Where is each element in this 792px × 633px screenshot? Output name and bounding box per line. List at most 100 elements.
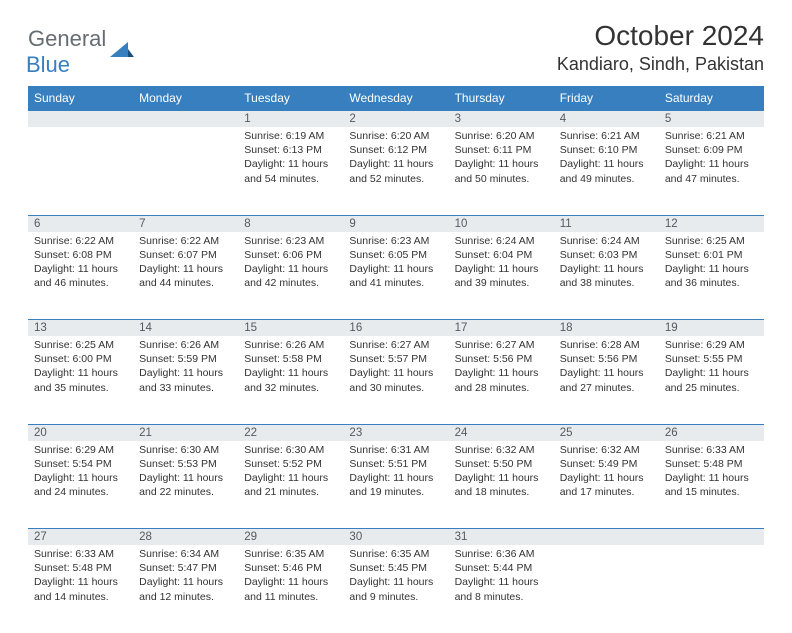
- daylight-text: Daylight: 11 hours and 28 minutes.: [455, 366, 548, 394]
- day-cell: Sunrise: 6:32 AMSunset: 5:50 PMDaylight:…: [449, 441, 554, 529]
- sunrise-text: Sunrise: 6:20 AM: [349, 129, 442, 143]
- sunrise-text: Sunrise: 6:29 AM: [34, 443, 127, 457]
- sunrise-text: Sunrise: 6:27 AM: [455, 338, 548, 352]
- daylight-text: Daylight: 11 hours and 12 minutes.: [139, 575, 232, 603]
- sunset-text: Sunset: 6:11 PM: [455, 143, 548, 157]
- sunset-text: Sunset: 5:59 PM: [139, 352, 232, 366]
- day-cell: Sunrise: 6:25 AMSunset: 6:01 PMDaylight:…: [659, 232, 764, 320]
- day-cell: Sunrise: 6:32 AMSunset: 5:49 PMDaylight:…: [554, 441, 659, 529]
- sunset-text: Sunset: 5:58 PM: [244, 352, 337, 366]
- daynum-row: 20212223242526: [28, 424, 764, 441]
- sunrise-text: Sunrise: 6:22 AM: [34, 234, 127, 248]
- sunset-text: Sunset: 5:53 PM: [139, 457, 232, 471]
- day-number: 22: [238, 424, 343, 441]
- day-cell: Sunrise: 6:33 AMSunset: 5:48 PMDaylight:…: [28, 545, 133, 633]
- day-cell: Sunrise: 6:30 AMSunset: 5:53 PMDaylight:…: [133, 441, 238, 529]
- day-number: 16: [343, 320, 448, 337]
- sunrise-text: Sunrise: 6:26 AM: [139, 338, 232, 352]
- day-cell: Sunrise: 6:25 AMSunset: 6:00 PMDaylight:…: [28, 336, 133, 424]
- daylight-text: Daylight: 11 hours and 27 minutes.: [560, 366, 653, 394]
- sunset-text: Sunset: 5:44 PM: [455, 561, 548, 575]
- sunrise-text: Sunrise: 6:24 AM: [455, 234, 548, 248]
- day-row: Sunrise: 6:22 AMSunset: 6:08 PM Daylight:…: [28, 232, 764, 320]
- sunrise-text: Sunrise: 6:25 AM: [34, 338, 127, 352]
- day-cell: Sunrise: 6:27 AMSunset: 5:56 PMDaylight:…: [449, 336, 554, 424]
- sunrise-text: Sunrise: 6:34 AM: [139, 547, 232, 561]
- day-number: 2: [343, 111, 448, 128]
- day-cell: Sunrise: 6:27 AMSunset: 5:57 PMDaylight:…: [343, 336, 448, 424]
- day-cell: [554, 545, 659, 633]
- day-details: Sunrise: 6:34 AMSunset: 5:47 PMDaylight:…: [139, 547, 232, 604]
- day-cell: Sunrise: 6:26 AMSunset: 5:58 PMDaylight:…: [238, 336, 343, 424]
- sunrise-text: Sunrise: 6:29 AM: [665, 338, 758, 352]
- day-cell: Sunrise: 6:34 AMSunset: 5:47 PMDaylight:…: [133, 545, 238, 633]
- day-cell: [133, 127, 238, 215]
- day-cell: Sunrise: 6:30 AMSunset: 5:52 PMDaylight:…: [238, 441, 343, 529]
- day-details: Sunrise: 6:23 AMSunset: 6:06 PMDaylight:…: [244, 234, 337, 291]
- day-details: Sunrise: 6:21 AMSunset: 6:10 PMDaylight:…: [560, 129, 653, 186]
- sunrise-text: Sunrise: 6:30 AM: [139, 443, 232, 457]
- sunset-text: Sunset: 5:46 PM: [244, 561, 337, 575]
- sunset-text: Sunset: 6:12 PM: [349, 143, 442, 157]
- daylight-text: Daylight: 11 hours and 15 minutes.: [665, 471, 758, 499]
- daylight-text: Daylight: 11 hours and 41 minutes.: [349, 262, 442, 290]
- calendar-table: SundayMondayTuesdayWednesdayThursdayFrid…: [28, 86, 764, 633]
- day-number: 18: [554, 320, 659, 337]
- sunset-text: Sunset: 6:13 PM: [244, 143, 337, 157]
- day-cell: Sunrise: 6:28 AMSunset: 5:56 PMDaylight:…: [554, 336, 659, 424]
- sunrise-text: Sunrise: 6:27 AM: [349, 338, 442, 352]
- sunrise-text: Sunrise: 6:26 AM: [244, 338, 337, 352]
- day-details: Sunrise: 6:27 AMSunset: 5:56 PMDaylight:…: [455, 338, 548, 395]
- day-number: 28: [133, 529, 238, 546]
- header: General Blue October 2024 Kandiaro, Sind…: [28, 20, 764, 78]
- sunset-text: Sunset: 5:52 PM: [244, 457, 337, 471]
- sunrise-text: Sunrise: 6:32 AM: [455, 443, 548, 457]
- day-number: [659, 529, 764, 546]
- daylight-text: Daylight: 11 hours and 18 minutes.: [455, 471, 548, 499]
- day-header: Thursday: [449, 86, 554, 111]
- sunrise-text: Sunrise: 6:25 AM: [665, 234, 758, 248]
- day-number: 25: [554, 424, 659, 441]
- day-number: 30: [343, 529, 448, 546]
- daylight-text: Daylight: 11 hours and 39 minutes.: [455, 262, 548, 290]
- day-cell: Sunrise: 6:22 AMSunset: 6:08 PMDaylight:…: [28, 232, 133, 320]
- sunset-text: Sunset: 6:04 PM: [455, 248, 548, 262]
- day-number: 19: [659, 320, 764, 337]
- day-number: 7: [133, 215, 238, 232]
- sunset-text: Sunset: 5:50 PM: [455, 457, 548, 471]
- day-details: Sunrise: 6:23 AMSunset: 6:05 PMDaylight:…: [349, 234, 442, 291]
- day-number: 8: [238, 215, 343, 232]
- day-details: Sunrise: 6:30 AMSunset: 5:52 PMDaylight:…: [244, 443, 337, 500]
- day-header: Saturday: [659, 86, 764, 111]
- sunrise-text: Sunrise: 6:20 AM: [455, 129, 548, 143]
- sunset-text: Sunset: 6:08 PM: [34, 248, 127, 262]
- day-number: 9: [343, 215, 448, 232]
- daylight-text: Daylight: 11 hours and 25 minutes.: [665, 366, 758, 394]
- day-number: 20: [28, 424, 133, 441]
- day-details: Sunrise: 6:24 AMSunset: 6:03 PMDaylight:…: [560, 234, 653, 291]
- daylight-text: Daylight: 11 hours and 30 minutes.: [349, 366, 442, 394]
- sunrise-text: Sunrise: 6:36 AM: [455, 547, 548, 561]
- day-number: 21: [133, 424, 238, 441]
- day-details: Sunrise: 6:29 AMSunset: 5:54 PMDaylight:…: [34, 443, 127, 500]
- day-details: Sunrise: 6:22 AMSunset: 6:07 PMDaylight:…: [139, 234, 232, 291]
- sunset-text: Sunset: 6:03 PM: [560, 248, 653, 262]
- daylight-text: Daylight: 11 hours and 49 minutes.: [560, 157, 653, 185]
- sunrise-text: Sunrise: 6:21 AM: [665, 129, 758, 143]
- day-details: Sunrise: 6:31 AMSunset: 5:51 PMDaylight:…: [349, 443, 442, 500]
- day-header: Monday: [133, 86, 238, 111]
- day-details: Sunrise: 6:35 AMSunset: 5:45 PMDaylight:…: [349, 547, 442, 604]
- day-cell: Sunrise: 6:36 AMSunset: 5:44 PMDaylight:…: [449, 545, 554, 633]
- daynum-row: 6789101112: [28, 215, 764, 232]
- day-details: Sunrise: 6:36 AMSunset: 5:44 PMDaylight:…: [455, 547, 548, 604]
- sunrise-text: Sunrise: 6:32 AM: [560, 443, 653, 457]
- logo: General Blue: [28, 26, 136, 78]
- daylight-text: Daylight: 11 hours and 24 minutes.: [34, 471, 127, 499]
- day-number: 24: [449, 424, 554, 441]
- daylight-text: Daylight: 11 hours and 17 minutes.: [560, 471, 653, 499]
- sunrise-text: Sunrise: 6:23 AM: [349, 234, 442, 248]
- daylight-text: Daylight: 11 hours and 42 minutes.: [244, 262, 337, 290]
- sunset-text: Sunset: 5:49 PM: [560, 457, 653, 471]
- sunset-text: Sunset: 5:55 PM: [665, 352, 758, 366]
- day-cell: Sunrise: 6:35 AMSunset: 5:46 PMDaylight:…: [238, 545, 343, 633]
